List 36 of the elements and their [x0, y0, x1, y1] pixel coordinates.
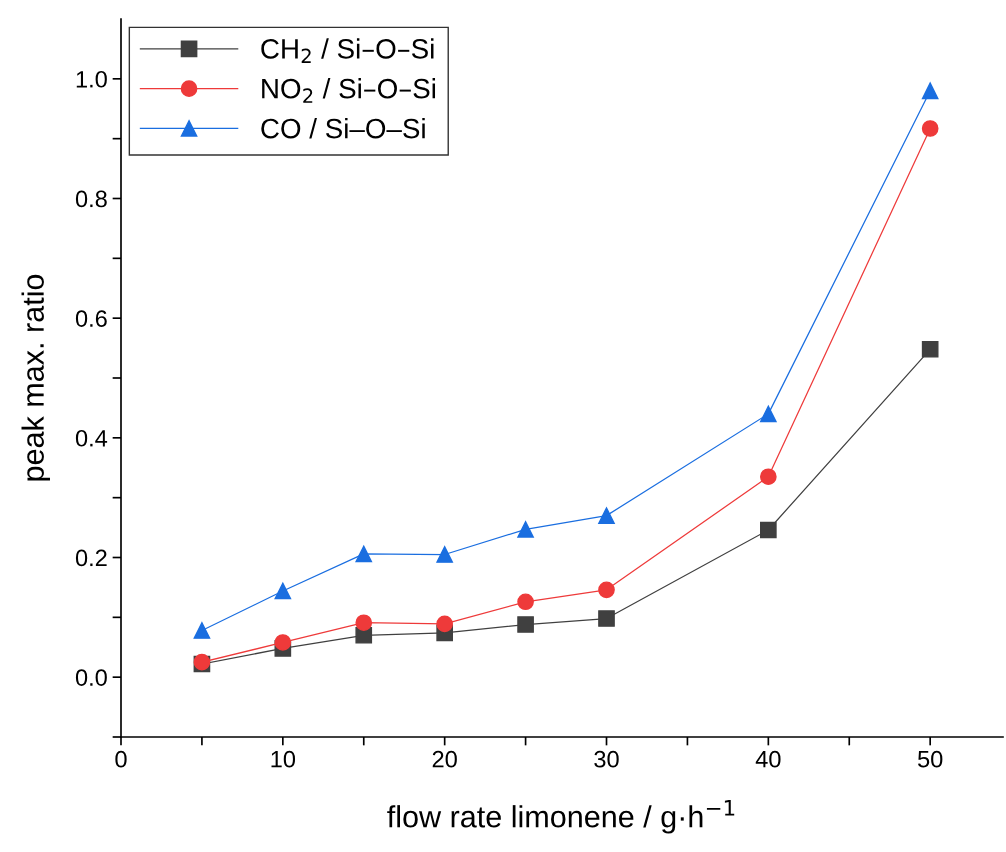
y-tick-label: 0.4 [75, 429, 108, 447]
point [355, 614, 373, 632]
point [436, 615, 454, 633]
y-tick-label: 0.8 [75, 190, 107, 208]
y-tick-label: 0.2 [75, 549, 107, 567]
point [274, 634, 292, 651]
y-tick-label: 1.0 [76, 70, 107, 88]
point [760, 521, 777, 539]
legend-label: CO / Si–O–Si [261, 118, 425, 139]
x-tick-label: 20 [432, 750, 457, 768]
x-tick-label: 40 [755, 750, 781, 768]
x-axis-title: flow rate limonene / g·h$^{−1}$ [387, 799, 735, 834]
x-tick-label: 10 [271, 750, 296, 768]
point [921, 82, 939, 100]
x-tick-label: 50 [917, 750, 943, 768]
point [517, 521, 534, 538]
point [598, 581, 615, 599]
legend-label: NO$_{2}$ / Si–O–Si [262, 78, 436, 103]
legend-label: CH$_{2}$ / Si–O–Si [261, 38, 434, 63]
point [355, 545, 373, 563]
y-axis-title: peak max. ratio [21, 274, 50, 481]
point [274, 582, 292, 600]
x-tick-label: 30 [594, 750, 619, 768]
point [517, 616, 534, 633]
point [760, 468, 777, 486]
y-tick-label: 0.0 [75, 669, 107, 686]
point [598, 507, 615, 524]
point [760, 405, 777, 423]
point [921, 120, 939, 137]
point [436, 546, 454, 563]
point [598, 610, 615, 627]
point [517, 593, 534, 611]
x-tick-label: 0 [115, 750, 127, 768]
y-tick-label: 0.6 [75, 310, 107, 327]
point [193, 622, 211, 639]
point [921, 340, 939, 358]
